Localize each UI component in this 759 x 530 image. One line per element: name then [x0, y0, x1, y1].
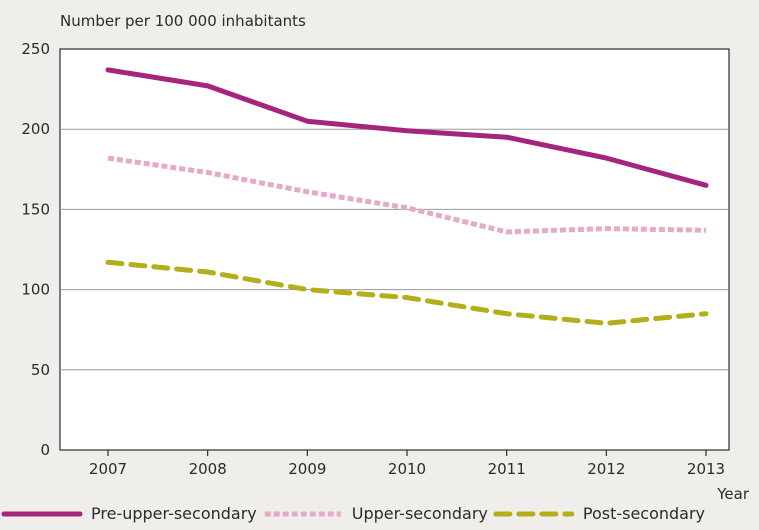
x-tick-label: 2009	[288, 460, 326, 478]
series-layer	[105, 67, 709, 326]
x-tick-label: 2011	[488, 460, 526, 478]
x-axis-ticks: 2007 2008 2009 2010 2011 2012 2013	[89, 450, 725, 478]
y-tick-label: 50	[31, 361, 50, 379]
x-tick-label: 2010	[388, 460, 426, 478]
series-line-pre-upper-secondary	[105, 67, 709, 188]
y-tick-label: 0	[40, 441, 50, 459]
y-axis-ticks: 0 50 100 150 200 250	[21, 40, 50, 459]
legend-label: Upper-secondary	[352, 504, 488, 523]
y-tick-label: 100	[21, 281, 50, 299]
y-tick-label: 150	[21, 200, 50, 218]
legend-label: Post-secondary	[583, 504, 705, 523]
series-line-post-secondary	[105, 259, 709, 326]
plot-area	[59, 48, 730, 451]
x-tick-label: 2012	[587, 460, 625, 478]
x-tick-label: 2013	[687, 460, 725, 478]
y-tick-label: 250	[21, 40, 50, 58]
y-tick-label: 200	[21, 120, 50, 138]
x-tick-label: 2008	[189, 460, 227, 478]
legend-label: Pre-upper-secondary	[91, 504, 257, 523]
x-tick-label: 2007	[89, 460, 127, 478]
legend: Pre-upper-secondary Upper-secondary Post-s…	[1, 504, 705, 523]
y-axis-label: Number per 100 000 inhabitants	[60, 12, 306, 30]
series-line-upper-secondary	[107, 155, 707, 235]
x-axis-label: Year	[716, 485, 750, 503]
